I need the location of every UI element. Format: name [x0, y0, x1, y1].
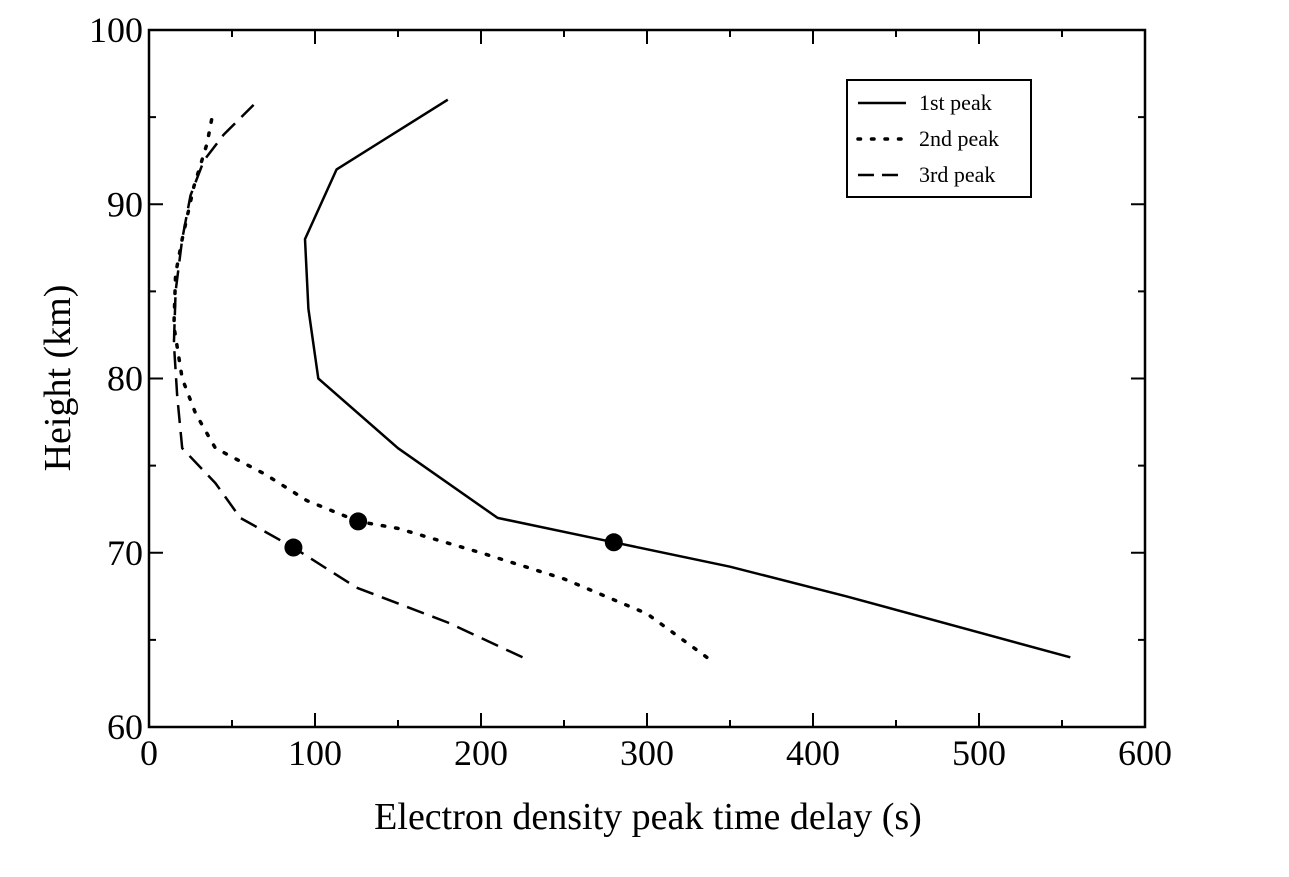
- series-layer: [172, 98, 1071, 660]
- y-tick-label: 80: [107, 359, 143, 399]
- legend-label-1st-peak: 1st peak: [919, 90, 992, 115]
- x-tick-label: 300: [620, 733, 674, 773]
- legend: 1st peak 2nd peak 3rd peak: [846, 79, 1032, 198]
- marker-point-2nd-peak: [349, 512, 368, 531]
- ticks-layer: 0 100 200 300 400 500 600 60 70 80 90 100: [89, 10, 1172, 773]
- x-tick-label: 100: [288, 733, 342, 773]
- marker-point-3rd-peak: [284, 538, 303, 557]
- y-tick-label: 100: [89, 10, 143, 50]
- markers-layer: [284, 512, 623, 557]
- y-axis-label: Height (km): [37, 285, 79, 472]
- x-tick-label: 0: [140, 733, 158, 773]
- y-tick-label: 60: [107, 707, 143, 747]
- legend-box: [846, 79, 1032, 198]
- series-line-3rd-peak: [172, 104, 524, 659]
- x-tick-label: 600: [1118, 733, 1172, 773]
- series-line-2nd-peak: [172, 115, 709, 660]
- x-tick-label: 500: [952, 733, 1006, 773]
- x-axis-label: Electron density peak time delay (s): [374, 796, 922, 838]
- x-tick-label: 400: [786, 733, 840, 773]
- series-line-1st-peak: [303, 98, 1071, 659]
- legend-label-2nd-peak: 2nd peak: [919, 126, 999, 151]
- marker-point-1st-peak: [604, 533, 623, 552]
- legend-label-3rd-peak: 3rd peak: [919, 162, 995, 187]
- x-tick-label: 200: [454, 733, 508, 773]
- y-tick-label: 90: [107, 184, 143, 224]
- y-tick-label: 70: [107, 533, 143, 573]
